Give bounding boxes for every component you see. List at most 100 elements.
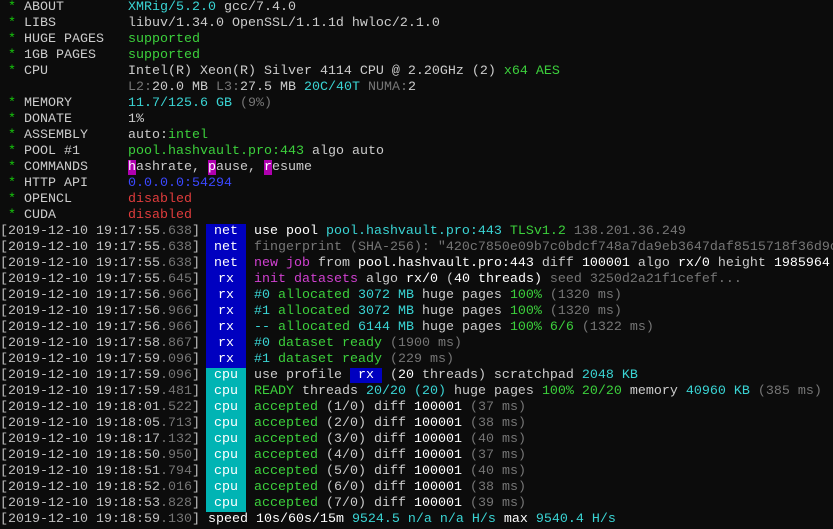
header-value-segment: ashrate, bbox=[136, 160, 208, 175]
log-timestamp-ms: .522 bbox=[159, 400, 192, 415]
log-message-segment: 6144 MB bbox=[357, 320, 414, 335]
log-tag-net: net bbox=[205, 224, 246, 240]
log-message-segment: (7/0) diff bbox=[317, 496, 414, 511]
log-message-segment: diff bbox=[533, 256, 582, 271]
header-line: * POOL #1 pool.hashvault.pro:443 algo au… bbox=[0, 144, 833, 160]
log-message-segment: 40 bbox=[453, 272, 470, 287]
log-message-segment: max bbox=[495, 512, 536, 527]
log-line: [2019-12-10 19:17:55.638] net use pool poo… bbox=[0, 224, 833, 240]
log-message-segment: rx bbox=[349, 368, 382, 383]
header-line: * CUDA disabled bbox=[0, 208, 833, 224]
log-message-segment: 138.201.36.249 bbox=[565, 224, 686, 239]
header-value-segment: auto: bbox=[128, 128, 168, 143]
header-value-segment: intel bbox=[168, 128, 208, 143]
log-timestamp: [2019-12-10 19:18:51 bbox=[0, 464, 160, 479]
log-message-segment: n/a n/a H/s bbox=[399, 512, 496, 527]
bullet-star-icon: * bbox=[8, 48, 16, 63]
header-value-segment: L2: bbox=[127, 80, 152, 95]
log-line: [2019-12-10 19:17:56.966] rx #1 allocated … bbox=[0, 304, 833, 320]
log-timestamp: [2019-12-10 19:18:50 bbox=[0, 448, 160, 463]
log-message-segment: 2048 KB bbox=[581, 368, 638, 383]
log-message-segment: -- bbox=[253, 320, 270, 335]
log-tag-rx: rx bbox=[205, 352, 246, 368]
log-message-segment: algo bbox=[357, 272, 406, 287]
timestamp-bracket: ] bbox=[191, 320, 200, 335]
bullet-star-icon: * bbox=[8, 0, 16, 15]
header-label: HTTP API bbox=[24, 176, 88, 191]
log-message-segment: threads) bbox=[413, 368, 486, 383]
log-line: [2019-12-10 19:18:59.130] speed 10s/60s/… bbox=[0, 512, 833, 528]
log-message-segment: (6/0) diff bbox=[317, 480, 414, 495]
header-value-segment: supported bbox=[127, 32, 200, 47]
log-timestamp: [2019-12-10 19:17:59 bbox=[0, 384, 160, 399]
timestamp-bracket: ] bbox=[191, 272, 200, 287]
bullet-star-icon: * bbox=[8, 112, 16, 127]
bullet-star-icon bbox=[8, 80, 16, 95]
log-timestamp-ms: .645 bbox=[159, 272, 192, 287]
log-line: [2019-12-10 19:17:55.645] rx init datasets… bbox=[0, 272, 833, 288]
log-timestamp: [2019-12-10 19:17:59 bbox=[0, 368, 160, 383]
log-message-segment: accepted bbox=[253, 480, 318, 495]
log-message-segment: 20/20 bbox=[365, 384, 406, 399]
header-value-segment: NUMA: bbox=[359, 80, 408, 95]
log-message-segment: 1985964 bbox=[773, 256, 830, 271]
log-timestamp-ms: .130 bbox=[159, 512, 192, 527]
log-timestamp: [2019-12-10 19:18:53 bbox=[0, 496, 160, 511]
log-timestamp: [2019-12-10 19:17:55 bbox=[0, 256, 160, 271]
header-value-segment: 0.0.0.0:54294 bbox=[128, 176, 232, 191]
log-tag-cpu: cpu bbox=[205, 480, 246, 496]
header-label: ABOUT bbox=[24, 0, 64, 15]
timestamp-bracket: ] bbox=[191, 240, 200, 255]
header-value-segment: gcc/7.4.0 bbox=[215, 0, 296, 15]
log-timestamp-ms: .794 bbox=[159, 464, 192, 479]
header-value-segment: 20.0 MB bbox=[151, 80, 216, 95]
log-line: [2019-12-10 19:18:52.016] cpu accepted (6/… bbox=[0, 480, 833, 496]
log-tag-net: net bbox=[205, 256, 246, 272]
log-line: [2019-12-10 19:17:59.096] rx #1 dataset re… bbox=[0, 352, 833, 368]
timestamp-bracket: ] bbox=[191, 448, 200, 463]
log-message-segment: accepted bbox=[253, 496, 318, 511]
log-message-segment: 3072 MB bbox=[357, 288, 414, 303]
log-timestamp-ms: .950 bbox=[159, 448, 192, 463]
header-label: 1GB PAGES bbox=[24, 48, 96, 63]
bullet-star-icon: * bbox=[8, 160, 16, 175]
timestamp-bracket: ] bbox=[191, 384, 200, 399]
log-timestamp: [2019-12-10 19:18:05 bbox=[0, 416, 160, 431]
log-tag-rx: rx bbox=[205, 320, 246, 336]
bullet-star-icon: * bbox=[8, 128, 16, 143]
header-label: CUDA bbox=[24, 208, 56, 223]
log-message-segment: 100001 bbox=[413, 400, 462, 415]
timestamp-bracket: ] bbox=[191, 352, 200, 367]
header-value-segment: supported bbox=[127, 48, 200, 63]
header-label: ASSEMBLY bbox=[24, 128, 88, 143]
log-tag-net: net bbox=[205, 240, 246, 256]
log-timestamp-ms: .966 bbox=[159, 320, 192, 335]
log-line: [2019-12-10 19:18:17.132] cpu accepted (3/… bbox=[0, 432, 833, 448]
log-message-segment: (40 ms) bbox=[461, 464, 526, 479]
header-line: * OPENCL disabled bbox=[0, 192, 833, 208]
log-message-segment: (4/0) diff bbox=[317, 448, 414, 463]
timestamp-bracket: ] bbox=[191, 416, 200, 431]
header-value-segment: (9%) bbox=[231, 96, 272, 111]
header-value-segment: x64 AES bbox=[503, 64, 560, 79]
log-timestamp: [2019-12-10 19:17:55 bbox=[0, 240, 160, 255]
log-timestamp-ms: .096 bbox=[159, 352, 192, 367]
log-message-segment: 100001 bbox=[413, 416, 462, 431]
timestamp-bracket: ] bbox=[191, 224, 200, 239]
log-message-segment: accepted bbox=[253, 448, 318, 463]
log-message-segment: fingerprint (SHA-256): "420c7850e09b7c0b… bbox=[253, 240, 833, 255]
header-value-segment: 2 bbox=[407, 80, 416, 95]
bullet-star-icon: * bbox=[8, 144, 16, 159]
log-line: [2019-12-10 19:17:59.481] cpu READY thread… bbox=[0, 384, 833, 400]
log-timestamp: [2019-12-10 19:18:17 bbox=[0, 432, 160, 447]
header-line: * DONATE 1% bbox=[0, 112, 833, 128]
log-message-segment: TLSv1.2 bbox=[501, 224, 566, 239]
log-message-segment: (385 ms) bbox=[749, 384, 822, 399]
log-tag-cpu: cpu bbox=[205, 400, 246, 416]
log-message-segment: allocated bbox=[269, 320, 358, 335]
log-tag-rx: rx bbox=[205, 272, 246, 288]
header-line: * LIBS libuv/1.34.0 OpenSSL/1.1.1d hwloc… bbox=[0, 16, 833, 32]
log-message-segment: rx/0 bbox=[677, 256, 710, 271]
header-label: POOL #1 bbox=[24, 144, 80, 159]
